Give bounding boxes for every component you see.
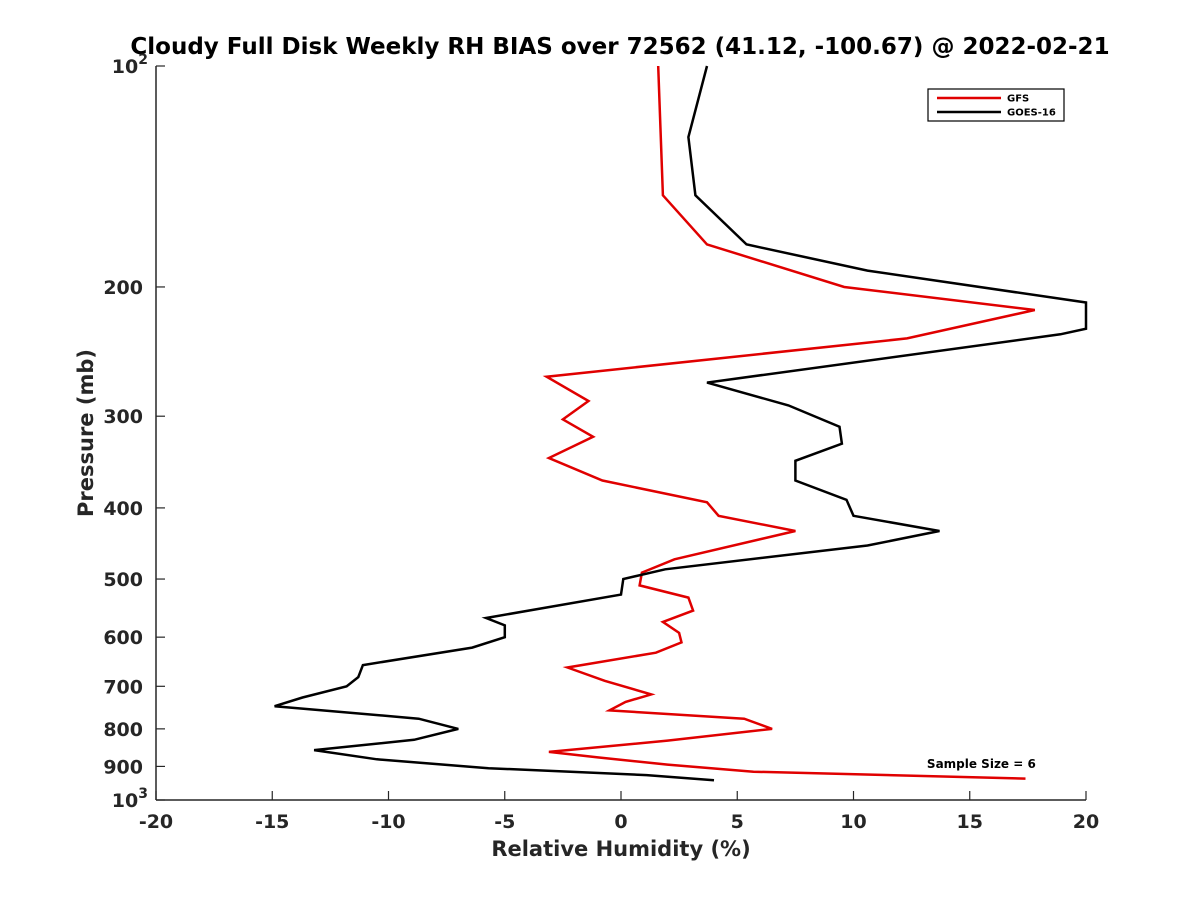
plot-area: -20 -15 -10 -5 0 5 10 15 20 10220030040050060070… bbox=[103, 52, 1099, 833]
legend-label: GOES-16 bbox=[1007, 108, 1056, 119]
x-tick-label: 0 bbox=[614, 811, 627, 833]
x-axis-ticks: -20 -15 -10 -5 0 5 10 15 20 bbox=[139, 791, 1099, 833]
x-tick-label: 20 bbox=[1073, 811, 1099, 833]
y-tick-label: 500 bbox=[103, 569, 143, 591]
series-layer bbox=[274, 65, 1088, 782]
x-tick-label: -20 bbox=[139, 811, 173, 833]
y-tick-label: 102 bbox=[112, 52, 148, 78]
legend: GFS GOES-16 bbox=[927, 88, 1065, 122]
legend-box bbox=[927, 88, 1065, 122]
y-tick-label: 900 bbox=[103, 756, 143, 778]
x-tick-label: -15 bbox=[255, 811, 289, 833]
y-tick-label-base: 10 bbox=[112, 56, 138, 78]
series-line-goes-16 bbox=[274, 65, 1088, 782]
x-tick-label: 5 bbox=[731, 811, 744, 833]
chart-title: Cloudy Full Disk Weekly RH BIAS over 725… bbox=[130, 34, 1109, 60]
legend-label: GFS bbox=[1007, 94, 1029, 105]
series-line-gfs bbox=[542, 65, 1036, 780]
y-tick-label: 103 bbox=[112, 786, 148, 812]
y-tick-label-exponent: 3 bbox=[138, 786, 148, 802]
annotation-layer: Sample Size = 6 bbox=[927, 757, 1036, 771]
y-tick-label-base: 10 bbox=[112, 790, 138, 812]
y-tick-label-exponent: 2 bbox=[138, 52, 148, 68]
x-tick-label: 10 bbox=[840, 811, 866, 833]
y-tick-label: 200 bbox=[103, 277, 143, 299]
y-tick-label: 600 bbox=[103, 627, 143, 649]
x-axis-label: Relative Humidity (%) bbox=[491, 837, 750, 861]
y-tick-label: 800 bbox=[103, 719, 143, 741]
y-axis-label: Pressure (mb) bbox=[74, 349, 98, 517]
y-tick-label: 400 bbox=[103, 498, 143, 520]
y-tick-label: 700 bbox=[103, 676, 143, 698]
y-tick-label: 300 bbox=[103, 406, 143, 428]
x-tick-label: 15 bbox=[957, 811, 983, 833]
x-tick-label: -5 bbox=[494, 811, 515, 833]
x-tick-label: -10 bbox=[371, 811, 405, 833]
legend-items: GFS GOES-16 bbox=[937, 94, 1056, 119]
sample-size-annotation: Sample Size = 6 bbox=[927, 757, 1036, 771]
